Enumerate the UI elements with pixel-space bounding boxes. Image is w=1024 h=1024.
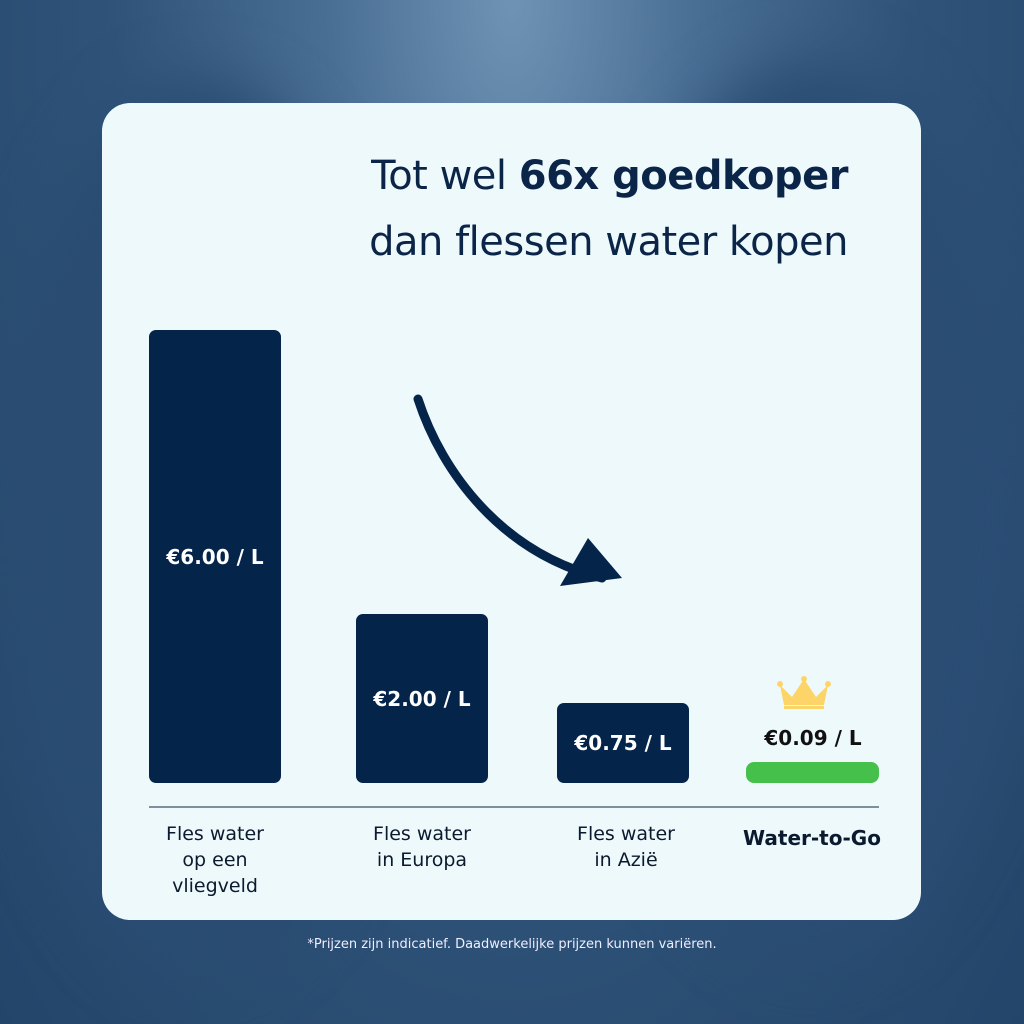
curved-arrow-icon [413,394,622,586]
label-line: vliegveld [172,875,258,897]
category-label-water-to-go: Water-to-Go [727,825,897,851]
category-label: Fles water op een vliegveld [130,821,300,899]
title-text: Tot wel [371,153,519,199]
title-highlight: 66x goedkoper [518,153,849,199]
data-label-water-to-go: €0.09 / L [764,726,862,750]
label-line: Fles water [166,823,264,845]
label-line: in Azië [594,849,658,871]
footnote: *Prijzen zijn indicatief. Daadwerkelijke… [307,937,717,952]
chart-card: Tot wel 66x goedkoper dan flessen water … [102,103,921,920]
label-line: in Europa [376,849,468,871]
data-label: €0.75 / L [574,731,672,755]
category-label: Fles water in Azië [541,821,711,873]
title-line2: dan flessen water kopen [369,219,848,265]
bar-water-to-go [746,762,879,783]
page-title: Tot wel 66x goedkoper dan flessen water … [369,143,848,275]
label-line: Fles water [373,823,471,845]
bar-europe: €2.00 / L [356,614,488,783]
bar-airport: €6.00 / L [149,330,281,783]
data-label: €2.00 / L [373,686,471,711]
data-label: €6.00 / L [166,544,264,569]
bar-asia: €0.75 / L [557,703,689,783]
label-line: Water-to-Go [743,826,881,850]
crown-icon [777,676,831,709]
category-label: Fles water in Europa [337,821,507,873]
label-line: Fles water [577,823,675,845]
x-axis-line [149,806,879,808]
label-line: op een [182,849,248,871]
